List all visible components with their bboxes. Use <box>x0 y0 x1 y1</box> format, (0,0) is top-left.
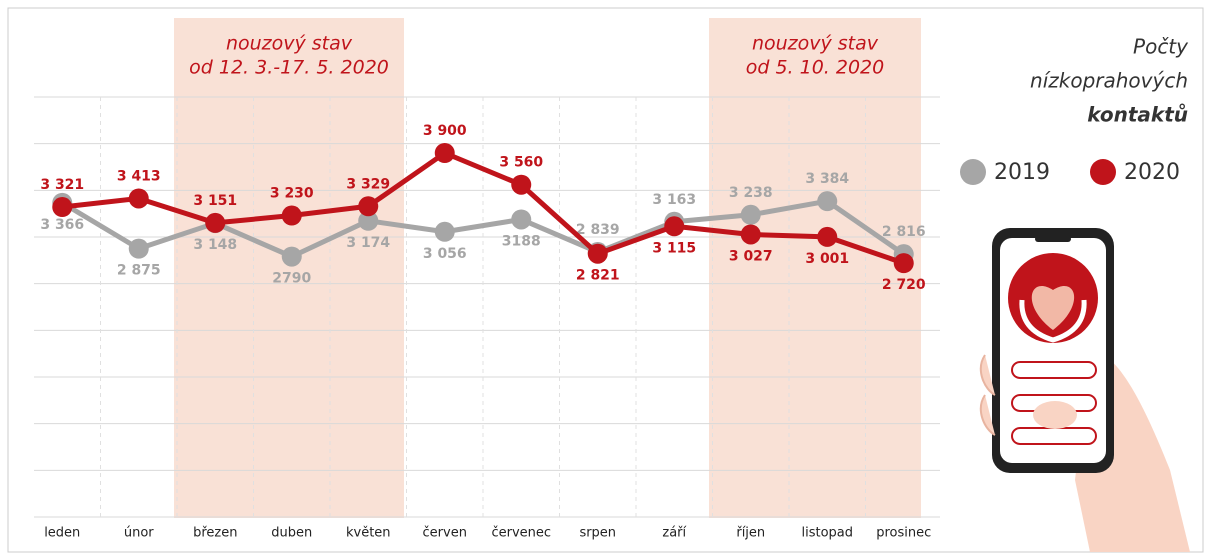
point <box>52 197 73 218</box>
data-label: 2 875 <box>117 263 161 279</box>
point <box>281 205 302 226</box>
x-tick-label: říjen <box>736 526 765 541</box>
point <box>358 196 379 217</box>
data-label: 3 238 <box>729 185 773 201</box>
x-tick-label: duben <box>271 526 312 541</box>
phone-illustration <box>979 228 1190 552</box>
point <box>358 210 379 231</box>
x-tick-label: leden <box>44 526 80 541</box>
point <box>128 238 149 259</box>
point <box>434 143 455 163</box>
annotation: nouzový stav <box>752 33 879 55</box>
x-tick-label: září <box>662 526 686 541</box>
frame <box>7 7 1204 553</box>
point <box>128 188 149 209</box>
point <box>893 253 914 274</box>
point <box>434 221 455 242</box>
point <box>205 212 226 233</box>
legend-marker <box>1090 159 1116 185</box>
point <box>664 216 685 237</box>
annotation: od 12. 3.-17. 5. 2020 <box>189 57 389 79</box>
x-tick-label: červen <box>423 526 467 541</box>
data-label: 2 839 <box>576 222 620 238</box>
data-label: 3 148 <box>193 237 237 253</box>
point <box>817 191 838 212</box>
series-line <box>60 198 906 260</box>
point <box>511 174 532 195</box>
point <box>817 226 838 247</box>
point <box>740 204 761 225</box>
data-label: 3 115 <box>652 240 696 256</box>
annotation: nouzový stav <box>226 33 353 55</box>
data-label: 2 816 <box>882 224 926 240</box>
data-label: 3 163 <box>652 192 696 208</box>
data-label: 3 174 <box>346 235 390 251</box>
annotation: od 5. 10. 2020 <box>746 57 885 79</box>
point <box>281 246 302 267</box>
legend-marker <box>960 159 986 185</box>
data-label: 3 027 <box>729 248 773 264</box>
x-tick-label: srpen <box>579 526 616 541</box>
data-label: 3 329 <box>346 176 390 192</box>
data-label: 3 560 <box>499 155 543 171</box>
data-label: 3 001 <box>805 251 849 267</box>
x-tick-label: listopad <box>801 526 853 541</box>
x-tick-label: červenec <box>491 526 551 541</box>
emergency-band <box>709 18 921 518</box>
x-tick-label: únor <box>124 526 154 541</box>
x-tick-label: květen <box>346 526 391 541</box>
x-tick-label: prosinec <box>876 526 931 541</box>
title: Počty <box>1133 35 1189 59</box>
data-label: 3 384 <box>805 171 849 187</box>
data-label: 3 230 <box>270 186 314 202</box>
data-label: 3 056 <box>423 246 467 262</box>
title: kontaktů <box>1087 103 1188 127</box>
data-label: 3188 <box>502 233 541 249</box>
data-label: 3 151 <box>193 193 237 209</box>
data-label: 3 413 <box>117 168 161 184</box>
data-label: 3 321 <box>40 177 84 193</box>
point <box>587 243 608 264</box>
point <box>740 224 761 245</box>
legend-label: 2019 <box>994 160 1050 185</box>
title: nízkoprahových <box>1030 69 1188 93</box>
point <box>511 209 532 230</box>
data-label: 2 720 <box>882 277 926 293</box>
data-label: 2790 <box>272 271 311 287</box>
legend-label: 2020 <box>1124 160 1180 185</box>
series-line <box>61 150 905 266</box>
data-label: 3 900 <box>423 123 467 139</box>
data-label: 2 821 <box>576 268 620 284</box>
grid-layer <box>34 96 940 518</box>
emergency-band <box>174 18 404 518</box>
x-tick-label: březen <box>193 526 237 541</box>
data-label: 3 366 <box>40 217 84 233</box>
